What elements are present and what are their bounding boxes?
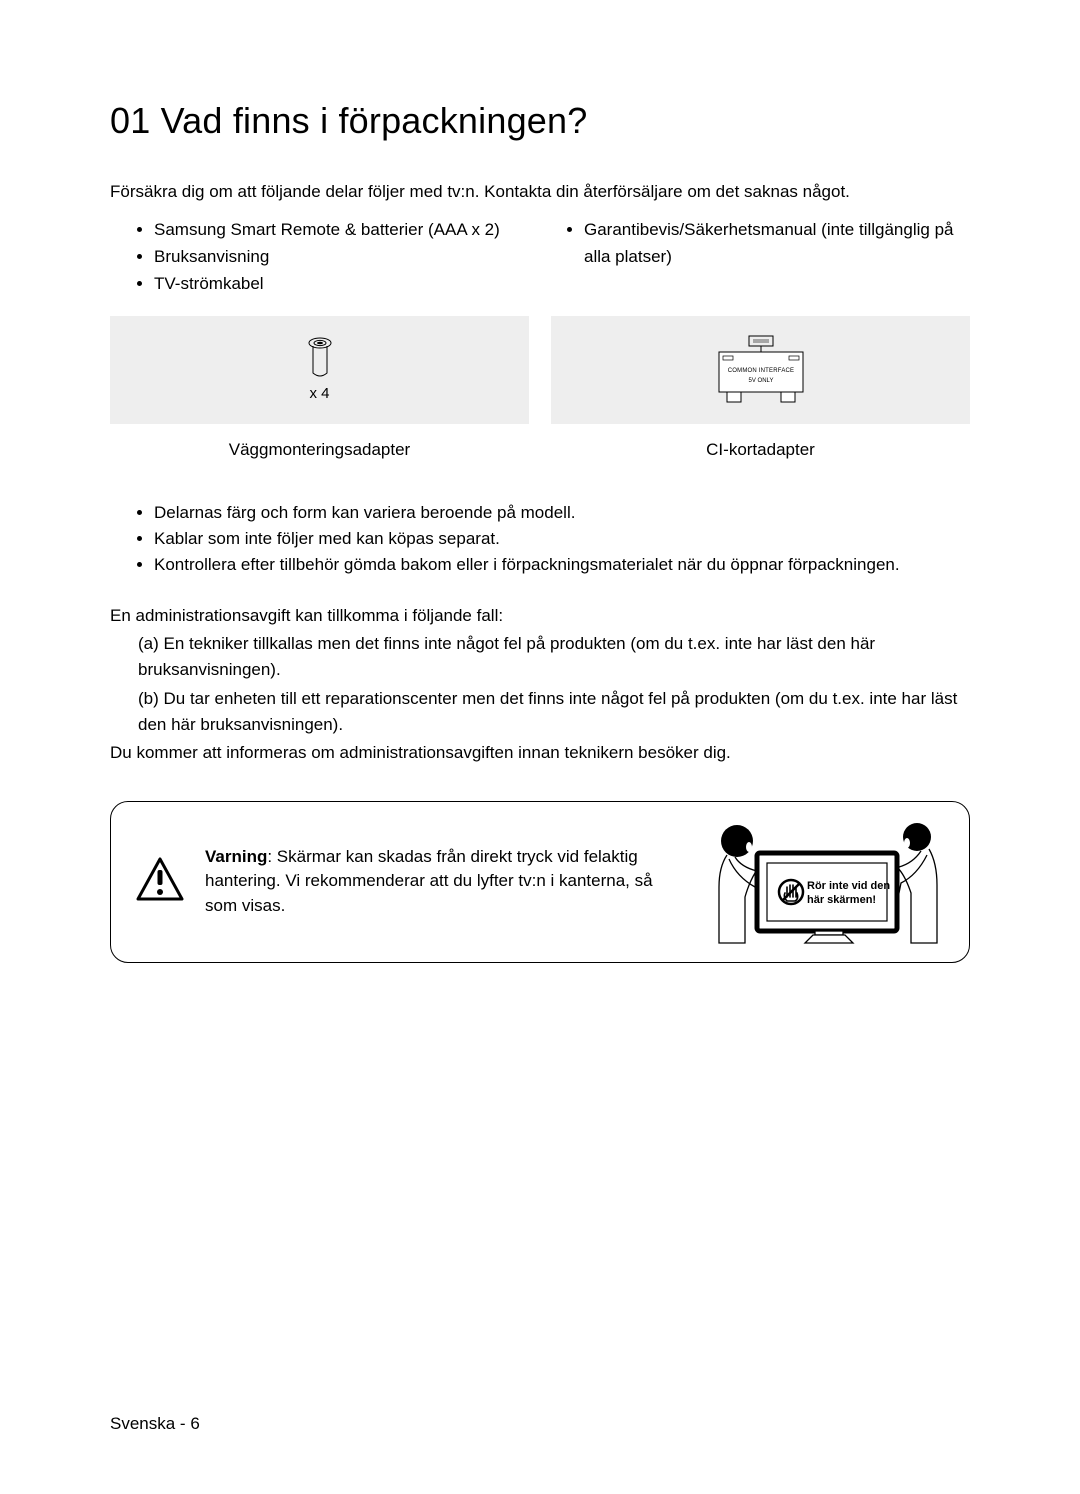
warning-body: : Skärmar kan skadas från direkt tryck v… <box>205 847 653 915</box>
packlist: Samsung Smart Remote & batterier (AAA x … <box>110 216 970 298</box>
warning-label: Varning <box>205 847 267 866</box>
footer-lang: Svenska <box>110 1414 175 1433</box>
card-caption: Väggmonteringsadapter <box>110 440 529 460</box>
captions-row: Väggmonteringsadapter CI-kortadapter <box>110 440 970 460</box>
intro-text: Försäkra dig om att följande delar följe… <box>110 182 970 202</box>
wall-adapter-icon <box>307 337 333 381</box>
warning-screen-line2: här skärmen! <box>807 894 876 906</box>
notes-list: Delarnas färg och form kan variera beroe… <box>110 500 970 579</box>
card-wall-adapter: x 4 <box>110 316 529 424</box>
warning-screen-line1: Rör inte vid den <box>807 880 890 892</box>
page: 01 Vad finns i förpackningen? Försäkra d… <box>0 0 1080 1494</box>
ci-adapter-icon: COMMON INTERFACE 5V ONLY <box>713 334 809 406</box>
page-footer: Svenska - 6 <box>110 1414 200 1434</box>
packlist-item: Bruksanvisning <box>154 243 540 270</box>
warning-icon <box>135 856 185 907</box>
footer-sep: - <box>175 1414 190 1433</box>
wall-adapter-qty: x 4 <box>309 385 329 402</box>
note-item: Kablar som inte följer med kan köpas sep… <box>154 526 970 552</box>
admin-b: (b) Du tar enheten till ett reparationsc… <box>110 686 970 739</box>
footer-page: 6 <box>190 1414 199 1433</box>
warning-box: Varning: Skärmar kan skadas från direkt … <box>110 801 970 963</box>
ci-label-top: COMMON INTERFACE <box>727 368 794 374</box>
warning-text: Varning: Skärmar kan skadas från direkt … <box>205 845 685 919</box>
card-ci-adapter: COMMON INTERFACE 5V ONLY <box>551 316 970 424</box>
note-item: Kontrollera efter tillbehör gömda bakom … <box>154 552 970 578</box>
note-item: Delarnas färg och form kan variera beroe… <box>154 500 970 526</box>
card-caption: CI-kortadapter <box>551 440 970 460</box>
cards-row: x 4 COMMON INTERFACE 5V ONLY <box>110 316 970 424</box>
warning-illustration: Rör inte vid den här skärmen! <box>705 822 945 942</box>
packlist-item: TV-strömkabel <box>154 270 540 297</box>
admin-outro: Du kommer att informeras om administrati… <box>110 740 970 766</box>
packlist-item: Samsung Smart Remote & batterier (AAA x … <box>154 216 540 243</box>
admin-intro: En administrationsavgift kan tillkomma i… <box>110 603 970 629</box>
page-title: 01 Vad finns i förpackningen? <box>110 100 970 142</box>
admin-a: (a) En tekniker tillkallas men det finns… <box>110 631 970 684</box>
packlist-item: Garantibevis/Säkerhetsmanual (inte tillg… <box>584 216 970 270</box>
ci-label-bot: 5V ONLY <box>748 378 773 384</box>
